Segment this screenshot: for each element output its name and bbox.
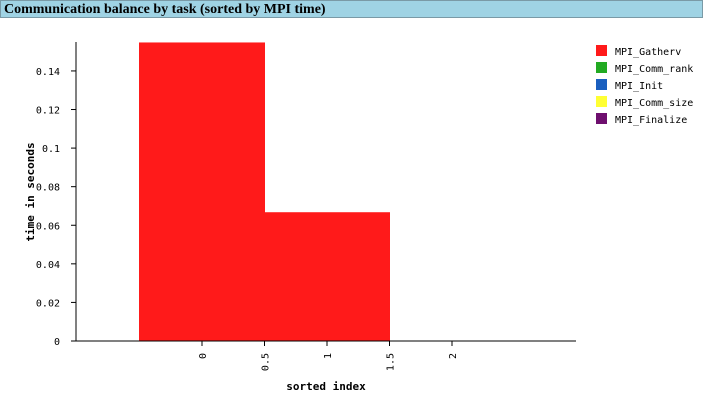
chart-title: Communication balance by task (sorted by…	[4, 2, 326, 17]
x-tick-label: 2	[448, 353, 459, 359]
x-tick-label: 1.5	[386, 353, 397, 371]
legend-label: MPI_Comm_rank	[615, 64, 693, 75]
legend-swatch-mpi-init	[596, 79, 607, 90]
legend-swatch-mpi-finalize	[596, 113, 607, 124]
axes-layer: 0 0.02 0.04 0.06 0.08 0.1 0.12 0.14 0 0.5 1 1.5 2	[36, 42, 576, 371]
legend-label: MPI_Gatherv	[615, 47, 681, 58]
legend-swatch-mpi-gatherv	[596, 45, 607, 56]
x-axis-label: sorted index	[286, 380, 366, 393]
legend-swatch-mpi-comm-rank	[596, 62, 607, 73]
bar-mpi-gatherv-1	[264, 212, 390, 342]
legend-label: MPI_Comm_size	[615, 98, 693, 109]
y-axis-label: time in seconds	[24, 142, 37, 241]
chart-title-bar: Communication balance by task (sorted by…	[0, 0, 703, 18]
bars-layer	[139, 42, 390, 342]
y-tick-label: 0.04	[36, 260, 60, 271]
x-tick-label: 0.5	[261, 353, 272, 371]
y-tick-label: 0.12	[36, 106, 60, 117]
bar-mpi-gatherv-0	[139, 42, 265, 342]
y-tick-label: 0.14	[36, 67, 60, 78]
y-tick-label: 0.06	[36, 221, 60, 232]
legend-label: MPI_Finalize	[615, 115, 687, 126]
y-tick-label: 0.08	[36, 183, 60, 194]
x-tick-label: 1	[323, 353, 334, 359]
legend-label: MPI_Init	[615, 81, 663, 92]
y-tick-label: 0	[54, 337, 60, 348]
legend-swatch-mpi-comm-size	[596, 96, 607, 107]
x-tick-label: 0	[198, 353, 209, 359]
legend: MPI_Gatherv MPI_Comm_rank MPI_Init MPI_Comm…	[596, 45, 693, 126]
y-tick-label: 0.1	[42, 144, 60, 155]
y-tick-label: 0.02	[36, 298, 60, 309]
